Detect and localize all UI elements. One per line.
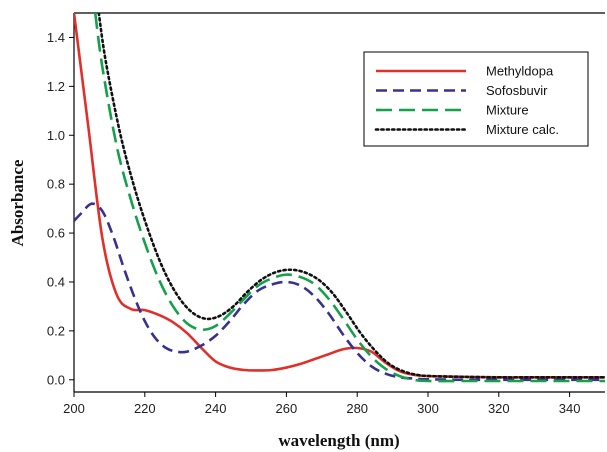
- legend-label-sofosbuvir: Sofosbuvir: [486, 83, 548, 98]
- y-axis-title: Absorbance: [8, 159, 27, 246]
- x-tick-label: 220: [134, 401, 156, 416]
- x-tick-label: 260: [276, 401, 298, 416]
- y-tick-label: 0.8: [47, 177, 65, 192]
- x-axis-ticks: 200 220 240 260 280 300 320 340: [63, 392, 580, 416]
- y-tick-label: 0.4: [47, 274, 65, 289]
- series-line-sofosbuvir: [74, 202, 605, 382]
- y-axis-ticks: 0.0 0.2 0.4 0.6 0.8 1.0 1.2 1.4: [47, 30, 74, 387]
- legend-label-mixture: Mixture: [486, 103, 529, 118]
- legend-box: [363, 51, 589, 147]
- legend-label-methyldopa: Methyldopa: [486, 64, 554, 79]
- x-tick-label: 200: [63, 401, 85, 416]
- y-tick-label: 0.0: [47, 372, 65, 387]
- legend-label-mixture-calc: Mixture calc.: [486, 122, 559, 137]
- x-tick-label: 240: [205, 401, 227, 416]
- y-tick-label: 1.2: [47, 79, 65, 94]
- series-line-mixture: [93, 13, 605, 383]
- x-tick-label: 340: [559, 401, 581, 416]
- series-layer: [74, 13, 605, 383]
- legend: Methyldopa Sofosbuvir Mixture Mixture calc.: [363, 51, 589, 147]
- x-tick-label: 280: [346, 401, 368, 416]
- y-tick-label: 0.6: [47, 226, 65, 241]
- x-tick-label: 320: [488, 401, 510, 416]
- y-tick-label: 1.4: [47, 30, 65, 45]
- y-tick-label: 1.0: [47, 128, 65, 143]
- x-axis-title: wavelength (nm): [278, 431, 399, 450]
- series-line-mixture-calc: [97, 13, 605, 379]
- x-tick-label: 300: [417, 401, 439, 416]
- y-tick-label: 0.2: [47, 323, 65, 338]
